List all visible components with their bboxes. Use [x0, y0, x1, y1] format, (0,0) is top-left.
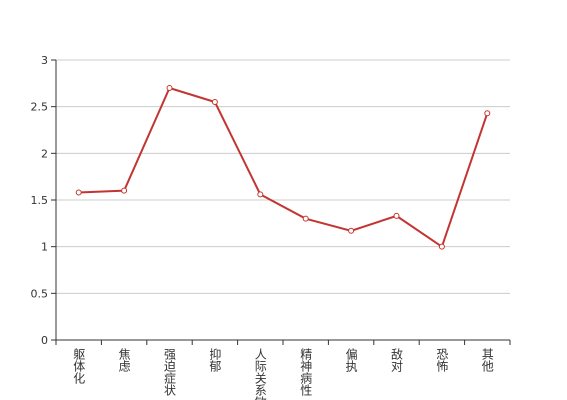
point [257, 191, 264, 198]
point [166, 85, 173, 91]
x-tick-label: 强迫症状 [163, 348, 177, 396]
y-tick-label: 1 [41, 241, 48, 254]
point [75, 189, 82, 196]
x-tick-label: 人际关系敏感 [253, 348, 267, 400]
point [302, 215, 309, 222]
y-tick-label: 1.5 [31, 194, 49, 207]
point [348, 227, 355, 234]
y-tick-label: 0.5 [31, 287, 49, 300]
point [121, 187, 128, 194]
x-tick-label: 抑郁 [208, 347, 222, 373]
y-tick-label: 0 [41, 334, 48, 347]
point [211, 99, 218, 105]
x-tick-label: 焦虑 [117, 348, 131, 372]
x-tick-label: 偏执 [344, 347, 358, 373]
x-tick-label: 恐怖 [435, 348, 449, 372]
point [438, 243, 445, 250]
y-tick-label: 3 [41, 54, 48, 67]
x-tick-label: 精神病性 [299, 348, 313, 397]
y-tick-label: 2 [41, 147, 48, 160]
point [484, 110, 491, 117]
x-tick-label: 敌对 [390, 347, 404, 372]
x-tick-label: 其他 [480, 348, 494, 372]
line [78, 86, 489, 249]
point [393, 212, 400, 219]
x-tick-label: 躯体化 [72, 347, 86, 385]
y-tick-label: 2.5 [31, 101, 49, 114]
